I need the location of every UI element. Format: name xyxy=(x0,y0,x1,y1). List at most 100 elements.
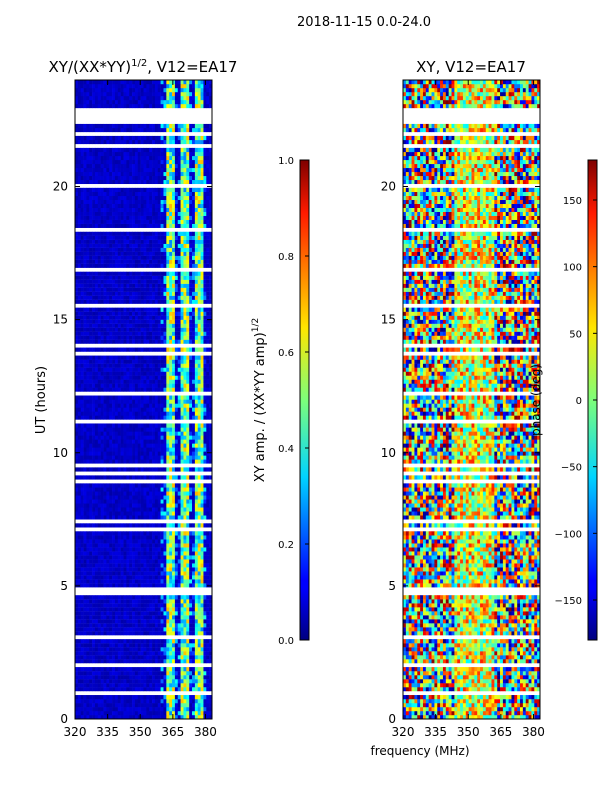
heatmap-cell xyxy=(195,547,198,551)
heatmap-cell xyxy=(118,547,121,551)
heatmap-cell xyxy=(112,380,115,384)
heatmap-cell xyxy=(106,324,109,328)
heatmap-cell xyxy=(92,487,95,491)
heatmap-cell xyxy=(198,439,201,443)
heatmap-cell xyxy=(206,567,209,571)
heatmap-cell xyxy=(206,595,209,599)
heatmap-cell xyxy=(115,244,118,248)
heatmap-cell xyxy=(135,411,138,415)
heatmap-cell xyxy=(183,252,186,256)
heatmap-cell xyxy=(186,340,189,344)
heatmap-cell xyxy=(158,547,161,551)
heatmap-cell xyxy=(132,511,135,515)
heatmap-cell xyxy=(172,280,175,284)
heatmap-cell xyxy=(144,451,147,455)
heatmap-cell xyxy=(78,603,81,607)
heatmap-cell xyxy=(195,300,198,304)
heatmap-cell xyxy=(146,615,149,619)
heatmap-cell xyxy=(132,555,135,559)
heatmap-cell xyxy=(189,372,192,376)
heatmap-cell xyxy=(166,396,169,400)
heatmap-cell xyxy=(144,647,147,651)
heatmap-cell xyxy=(161,475,164,479)
heatmap-cell xyxy=(144,324,147,328)
heatmap-cell xyxy=(141,683,144,687)
heatmap-cell xyxy=(124,260,127,264)
heatmap-cell xyxy=(106,435,109,439)
heatmap-cell xyxy=(169,240,172,244)
heatmap-cell xyxy=(195,575,198,579)
heatmap-cell xyxy=(201,499,204,503)
heatmap-cell xyxy=(121,451,124,455)
heatmap-cell xyxy=(92,443,95,447)
heatmap-cell xyxy=(86,575,89,579)
heatmap-cell xyxy=(155,711,158,715)
heatmap-cell xyxy=(161,384,164,388)
heatmap-cell xyxy=(121,579,124,583)
heatmap-cell xyxy=(86,467,89,471)
heatmap-cell xyxy=(183,627,186,631)
heatmap-cell xyxy=(181,376,184,380)
heatmap-cell xyxy=(126,499,129,503)
heatmap-cell xyxy=(81,312,84,316)
heatmap-cell xyxy=(95,407,98,411)
heatmap-cell xyxy=(101,547,104,551)
heatmap-cell xyxy=(144,603,147,607)
heatmap-cell xyxy=(135,415,138,419)
heatmap-cell xyxy=(181,244,184,248)
heatmap-cell xyxy=(118,639,121,643)
heatmap-cell xyxy=(141,423,144,427)
heatmap-cell xyxy=(95,356,98,360)
heatmap-cell xyxy=(89,384,92,388)
heatmap-cell xyxy=(166,435,169,439)
heatmap-cell xyxy=(132,535,135,539)
heatmap-cell xyxy=(152,599,155,603)
heatmap-cell xyxy=(161,300,164,304)
heatmap-cell xyxy=(146,487,149,491)
heatmap-cell xyxy=(169,627,172,631)
heatmap-cell xyxy=(172,647,175,651)
heatmap-cell xyxy=(95,695,98,699)
heatmap-cell xyxy=(81,651,84,655)
heatmap-cell xyxy=(86,328,89,332)
heatmap-cell xyxy=(201,483,204,487)
heatmap-cell xyxy=(129,320,132,324)
heatmap-cell xyxy=(112,579,115,583)
heatmap-cell xyxy=(129,396,132,400)
heatmap-cell xyxy=(92,475,95,479)
heatmap-cell xyxy=(126,272,129,276)
heatmap-cell xyxy=(198,579,201,583)
heatmap-cell xyxy=(163,348,166,352)
heatmap-cell xyxy=(203,244,206,248)
heatmap-cell xyxy=(78,451,81,455)
heatmap-cell xyxy=(89,647,92,651)
heatmap-cell xyxy=(175,491,178,495)
heatmap-cell xyxy=(92,687,95,691)
heatmap-cell xyxy=(195,427,198,431)
heatmap-cell xyxy=(178,495,181,499)
heatmap-cell xyxy=(112,611,115,615)
heatmap-cell xyxy=(192,571,195,575)
heatmap-cell xyxy=(92,240,95,244)
heatmap-cell xyxy=(146,396,149,400)
heatmap-cell xyxy=(152,667,155,671)
heatmap-cell xyxy=(92,332,95,336)
heatmap-cell xyxy=(95,360,98,364)
heatmap-cell xyxy=(92,248,95,252)
heatmap-cell xyxy=(203,364,206,368)
heatmap-cell xyxy=(141,615,144,619)
heatmap-cell xyxy=(166,683,169,687)
heatmap-cell xyxy=(198,631,201,635)
heatmap-cell xyxy=(198,595,201,599)
heatmap-cell xyxy=(121,671,124,675)
heatmap-cell xyxy=(92,627,95,631)
heatmap-cell xyxy=(158,467,161,471)
heatmap-cell xyxy=(78,431,81,435)
heatmap-cell xyxy=(132,308,135,312)
heatmap-cell xyxy=(144,491,147,495)
heatmap-cell xyxy=(152,292,155,296)
heatmap-cell xyxy=(78,356,81,360)
heatmap-cell xyxy=(169,547,172,551)
heatmap-cell xyxy=(163,447,166,451)
heatmap-cell xyxy=(89,543,92,547)
